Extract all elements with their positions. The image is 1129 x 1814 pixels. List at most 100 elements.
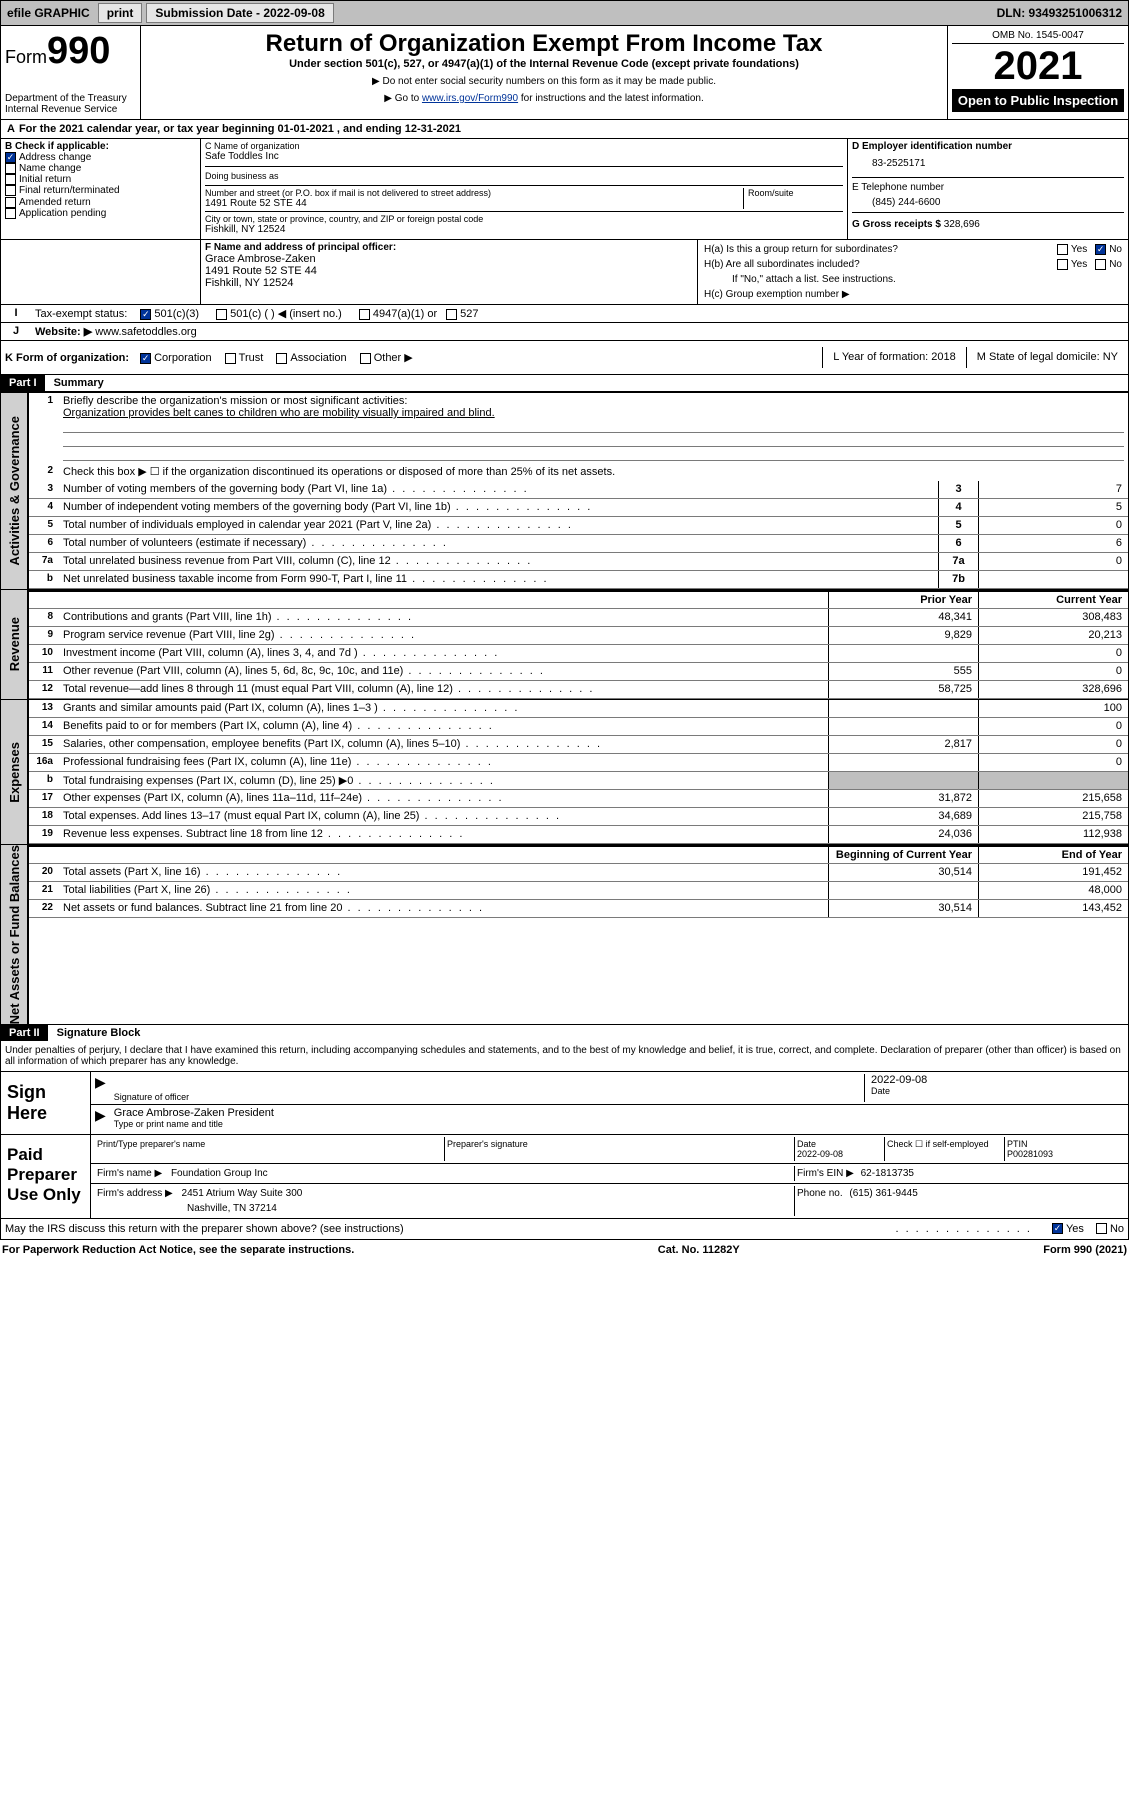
officer-name: Grace Ambrose-Zaken — [205, 253, 693, 265]
line-b-desc: Net unrelated business taxable income fr… — [59, 571, 938, 588]
ha-no-chk[interactable] — [1095, 244, 1106, 255]
line-17-prior: 31,872 — [828, 790, 978, 807]
instructions-link[interactable]: www.irs.gov/Form990 — [422, 93, 518, 104]
line-6-desc: Total number of volunteers (estimate if … — [59, 535, 938, 552]
i-opt-3: 527 — [460, 308, 478, 320]
line-6-box: 6 — [938, 535, 978, 552]
chk-amended[interactable] — [5, 197, 16, 208]
vtab-net: Net Assets or Fund Balances — [1, 845, 29, 1024]
i-4947-chk[interactable] — [359, 309, 370, 320]
print-button[interactable]: print — [98, 3, 143, 23]
hb-note: If "No," attach a list. See instructions… — [702, 272, 1124, 287]
line-15-prior: 2,817 — [828, 736, 978, 753]
j-label: Website: ▶ — [35, 326, 92, 338]
line-12-prior: 58,725 — [828, 681, 978, 698]
hb-yes-chk[interactable] — [1057, 259, 1068, 270]
line-4-val: 5 — [978, 499, 1128, 516]
line-7a-num: 7a — [29, 553, 59, 570]
part-i-gov: Activities & Governance 1 Briefly descri… — [0, 393, 1129, 590]
section-a-row: A For the 2021 calendar year, or tax yea… — [0, 120, 1129, 139]
k-label: K Form of organization: — [5, 352, 129, 364]
line-19-num: 19 — [29, 826, 59, 843]
chk-app-pending[interactable] — [5, 208, 16, 219]
footer-mid: Cat. No. 11282Y — [658, 1244, 740, 1256]
header-right: OMB No. 1545-0047 2021 Open to Public In… — [948, 26, 1128, 119]
line-11-num: 11 — [29, 663, 59, 680]
chk-address-change[interactable] — [5, 152, 16, 163]
firm-phone: (615) 361-9445 — [849, 1188, 917, 1199]
tax-year-range: For the 2021 calendar year, or tax year … — [19, 123, 461, 135]
tax-year: 2021 — [952, 44, 1124, 89]
submission-date-button[interactable]: Submission Date - 2022-09-08 — [146, 3, 333, 23]
mission-blank-2 — [63, 433, 1124, 447]
i-527-chk[interactable] — [446, 309, 457, 320]
l1-num: 1 — [29, 393, 59, 463]
ein-value: 83-2525171 — [852, 152, 1124, 169]
part-i-rev: Revenue Prior Year Current Year 8 Contri… — [0, 590, 1129, 700]
ha-yes: Yes — [1071, 244, 1087, 255]
header-mid: Return of Organization Exempt From Incom… — [141, 26, 948, 119]
form-number: 990 — [47, 30, 110, 72]
hb-label: H(b) Are all subordinates included? — [704, 259, 1057, 270]
discuss-yes-chk[interactable] — [1052, 1223, 1063, 1234]
chk-final-return[interactable] — [5, 185, 16, 196]
firm-addr-label: Firm's address ▶ — [97, 1188, 173, 1199]
line-21-current: 48,000 — [978, 882, 1128, 899]
line-20-num: 20 — [29, 864, 59, 881]
section-f: F Name and address of principal officer:… — [201, 240, 698, 304]
k-assoc-chk[interactable] — [276, 353, 287, 364]
line-9-desc: Program service revenue (Part VIII, line… — [59, 627, 828, 644]
signature-block: Under penalties of perjury, I declare th… — [0, 1041, 1129, 1240]
k-other-chk[interactable] — [360, 353, 371, 364]
gov-body: 1 Briefly describe the organization's mi… — [29, 393, 1128, 589]
line-19-desc: Revenue less expenses. Subtract line 18 … — [59, 826, 828, 843]
vtab-rev: Revenue — [1, 590, 29, 699]
vtab-net-label: Net Assets or Fund Balances — [7, 845, 22, 1024]
vtab-exp: Expenses — [1, 700, 29, 844]
part-i-exp: Expenses 13 Grants and similar amounts p… — [0, 700, 1129, 845]
b-opt-4: Amended return — [19, 197, 91, 208]
form-sub2: ▶ Do not enter social security numbers o… — [145, 76, 943, 87]
footer-right: Form 990 (2021) — [1043, 1244, 1127, 1256]
discuss-no-chk[interactable] — [1096, 1223, 1107, 1234]
chk-initial-return[interactable] — [5, 174, 16, 185]
rev-hdr-desc — [59, 592, 828, 608]
section-j: J Website: ▶ www.safetoddles.org — [0, 323, 1129, 341]
line-12-num: 12 — [29, 681, 59, 698]
i-501c3-chk[interactable] — [140, 309, 151, 320]
ha-yes-chk[interactable] — [1057, 244, 1068, 255]
hb-no-chk[interactable] — [1095, 259, 1106, 270]
b-opt-1: Name change — [19, 163, 81, 174]
line-b-prior — [828, 772, 978, 789]
i-501c-chk[interactable] — [216, 309, 227, 320]
chk-name-change[interactable] — [5, 163, 16, 174]
line-7a-val: 0 — [978, 553, 1128, 570]
k-corp-chk[interactable] — [140, 353, 151, 364]
line-15-desc: Salaries, other compensation, employee b… — [59, 736, 828, 753]
section-fh: F Name and address of principal officer:… — [0, 240, 1129, 305]
i-opt-2: 4947(a)(1) or — [373, 308, 437, 320]
line-11-prior: 555 — [828, 663, 978, 680]
line-13-current: 100 — [978, 700, 1128, 717]
sign-here-right: ▶ Signature of officer 2022-09-08 Date ▶… — [91, 1072, 1128, 1134]
line-16a-prior — [828, 754, 978, 771]
line-16a-current: 0 — [978, 754, 1128, 771]
omb-label: OMB No. 1545-0047 — [952, 30, 1124, 44]
exp-body: 13 Grants and similar amounts paid (Part… — [29, 700, 1128, 844]
col-prior: Prior Year — [828, 592, 978, 608]
officer-street: 1491 Route 52 STE 44 — [205, 265, 693, 277]
phone-value: (845) 244-6600 — [852, 193, 1124, 208]
col-begin: Beginning of Current Year — [828, 847, 978, 863]
open-to-public: Open to Public Inspection — [952, 89, 1124, 112]
line-7a-box: 7a — [938, 553, 978, 570]
vtab-exp-label: Expenses — [7, 742, 22, 803]
line-12-current: 328,696 — [978, 681, 1128, 698]
form-sub1: Under section 501(c), 527, or 4947(a)(1)… — [145, 58, 943, 70]
dln-label: DLN: 93493251006312 — [991, 6, 1128, 20]
m-label: M State of legal domicile: NY — [967, 347, 1128, 368]
l-label: L Year of formation: 2018 — [822, 347, 967, 368]
b-opt-3: Final return/terminated — [19, 186, 120, 197]
k-trust-chk[interactable] — [225, 353, 236, 364]
mission-text: Organization provides belt canes to chil… — [63, 407, 495, 419]
line-15-num: 15 — [29, 736, 59, 753]
